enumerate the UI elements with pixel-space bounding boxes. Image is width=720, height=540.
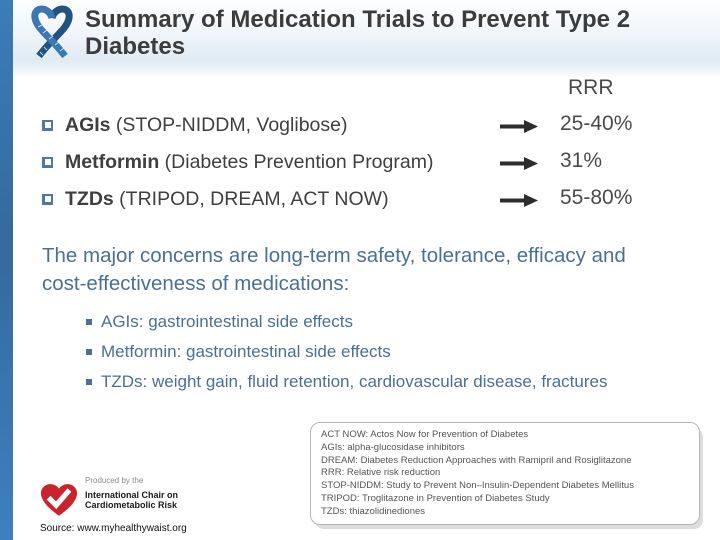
trial-text: Metformin (Diabetes Prevention Program) — [65, 151, 433, 174]
trial-rrr-value: 25-40% — [560, 112, 633, 135]
produced-by-label: Produced by the — [85, 476, 144, 485]
square-bullet-icon — [42, 194, 53, 205]
small-square-bullet-icon — [86, 319, 92, 325]
trial-rrr-value: 31% — [560, 149, 603, 172]
trial-text: TZDs (TRIPOD, DREAM, ACT NOW) — [65, 188, 389, 211]
org-name-line1: International Chair on — [85, 490, 179, 500]
concern-text: Metformin: gastrointestinal side effects — [101, 342, 391, 361]
square-bullet-icon — [42, 120, 53, 131]
trial-text: AGIs (STOP-NIDDM, Voglibose) — [65, 114, 347, 137]
trial-row-agis: AGIs (STOP-NIDDM, Voglibose) 25-40% — [42, 112, 712, 142]
footnote-line: STOP-NIDDM: Study to Prevent Non–Insulin… — [321, 480, 634, 492]
trial-detail: (Diabetes Prevention Program) — [159, 151, 434, 173]
footnote-line: AGIs: alpha-glucosidase inhibitors — [321, 441, 465, 453]
trial-name: TZDs — [65, 188, 114, 210]
footnote-line: DREAM: Diabetes Reduction Approaches wit… — [321, 454, 632, 466]
right-arrow-icon — [500, 194, 538, 212]
concern-item-agis: AGIs: gastrointestinal side effects — [86, 312, 353, 332]
small-square-bullet-icon — [86, 379, 92, 385]
concern-item-metformin: Metformin: gastrointestinal side effects — [86, 342, 391, 362]
footnote-line: ACT NOW: Actos Now for Prevention of Dia… — [321, 429, 529, 440]
trial-rrr-value: 55-80% — [560, 186, 633, 209]
left-accent-bar — [0, 0, 13, 540]
concerns-intro: The major concerns are long-term safety,… — [42, 244, 626, 295]
rrr-column-header: RRR — [568, 76, 614, 99]
diabetes-ribbon-icon — [30, 3, 74, 68]
footnote-line: TRIPOD: Troglitazone in Prevention of Di… — [321, 492, 550, 504]
logo-text: Produced by the International Chair on C… — [85, 476, 215, 510]
right-arrow-icon — [500, 157, 538, 175]
footnote-line: TZDs: thiazolidinediones — [321, 505, 426, 517]
square-bullet-icon — [42, 157, 53, 168]
source-attribution: Source: www.myhealthywaist.org — [40, 523, 187, 534]
concern-item-tzds: TZDs: weight gain, fluid retention, card… — [86, 372, 607, 392]
header-band — [13, 0, 720, 68]
trial-name: Metformin — [65, 151, 160, 173]
header-fade — [13, 68, 720, 78]
page-title: Summary of Medication Trials to Prevent … — [85, 6, 631, 60]
heart-check-icon — [40, 483, 78, 523]
trial-detail: (STOP-NIDDM, Voglibose) — [110, 114, 348, 136]
trial-row-tzds: TZDs (TRIPOD, DREAM, ACT NOW) 55-80% — [42, 186, 712, 216]
concern-text: TZDs: weight gain, fluid retention, card… — [101, 372, 608, 391]
trial-name: AGIs — [65, 114, 111, 136]
footnote-line: RRR: Relative risk reduction — [321, 467, 441, 479]
trial-row-metformin: Metformin (Diabetes Prevention Program) … — [42, 149, 712, 179]
org-name-line2: Cardiometabolic Risk — [85, 500, 178, 510]
small-square-bullet-icon — [86, 349, 92, 355]
right-arrow-icon — [500, 120, 538, 138]
trial-detail: (TRIPOD, DREAM, ACT NOW) — [113, 188, 389, 210]
concern-text: AGIs: gastrointestinal side effects — [101, 312, 353, 331]
abbreviations-footnote-box: ACT NOW: Actos Now for Prevention of Dia… — [310, 422, 700, 525]
